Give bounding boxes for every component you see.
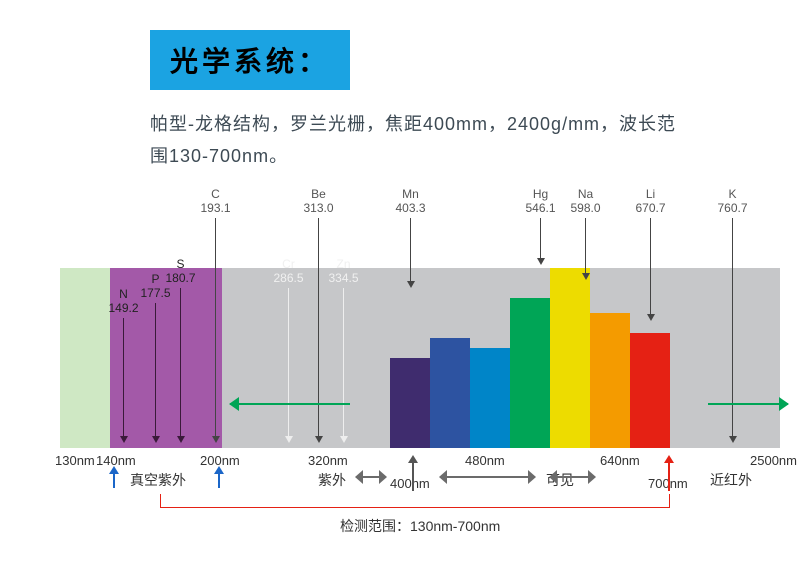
- axis-label: 320nm: [308, 453, 348, 468]
- element-label: Cr286.5: [273, 257, 303, 286]
- region-vuv-green: [60, 268, 110, 448]
- element-label: N149.2: [108, 287, 138, 316]
- range-text: 检测范围：130nm-700nm: [340, 516, 500, 536]
- element-marker-K: K760.7: [732, 218, 733, 443]
- element-marker-Be: Be313.0: [318, 218, 319, 443]
- up-arrow: [412, 455, 413, 491]
- element-label: Be313.0: [303, 187, 333, 216]
- spectrum-bar-5: [590, 313, 630, 448]
- segment-arrow: [550, 476, 595, 478]
- axis-label: 2500nm: [750, 453, 797, 468]
- region-label: 近红外: [710, 470, 752, 490]
- axis-label: 480nm: [465, 453, 505, 468]
- axis-label: 400nm: [390, 476, 430, 491]
- element-label: Mn403.3: [395, 187, 425, 216]
- element-marker-Li: Li670.7: [650, 218, 651, 321]
- spectrum-bar-4: [550, 268, 590, 448]
- spectrum-bar-3: [510, 298, 550, 448]
- title-box: 光学系统：: [150, 30, 350, 90]
- element-label: S180.7: [165, 257, 195, 286]
- element-marker-N: N149.2: [123, 318, 124, 443]
- spectrum-bar-6: [630, 333, 670, 448]
- element-label: C193.1: [200, 187, 230, 216]
- region-label: 紫外: [318, 470, 346, 490]
- up-arrow: [218, 466, 219, 488]
- element-marker-C: C193.1: [215, 218, 216, 443]
- spectrum-bar-2: [470, 348, 510, 448]
- axis-label: 130nm: [55, 453, 95, 468]
- element-marker-Zn: Zn334.5: [343, 288, 344, 443]
- spectrum-bar-0: [390, 358, 430, 448]
- up-arrow: [668, 455, 669, 491]
- element-marker-S: S180.7: [180, 288, 181, 443]
- axis-label: 640nm: [600, 453, 640, 468]
- element-marker-Na: Na598.0: [585, 218, 586, 280]
- range-bracket: [160, 494, 670, 508]
- element-marker-Cr: Cr286.5: [288, 288, 289, 443]
- subtitle: 帕型-龙格结构，罗兰光栅，焦距400mm，2400g/mm，波长范围130-70…: [150, 108, 690, 173]
- element-marker-Hg: Hg546.1: [540, 218, 541, 265]
- segment-arrow: [356, 476, 386, 478]
- element-label: Na598.0: [570, 187, 600, 216]
- root: 光学系统： 帕型-龙格结构，罗兰光栅，焦距400mm，2400g/mm，波长范围…: [0, 0, 810, 567]
- element-marker-P: P177.5: [155, 303, 156, 443]
- extent-arrow: [708, 403, 788, 405]
- extent-arrow: [230, 403, 350, 405]
- spectrum-bar-1: [430, 338, 470, 448]
- up-arrow: [113, 466, 114, 488]
- element-label: Li670.7: [635, 187, 665, 216]
- region-label: 真空紫外: [130, 470, 186, 490]
- element-label: Zn334.5: [328, 257, 358, 286]
- element-label: Hg546.1: [525, 187, 555, 216]
- element-marker-Mn: Mn403.3: [410, 218, 411, 288]
- element-label: K760.7: [717, 187, 747, 216]
- spectrum-chart: C193.1 Be313.0 Mn403.3 Hg546.1 Na598.0 Li670.…: [60, 208, 780, 468]
- segment-arrow: [440, 476, 535, 478]
